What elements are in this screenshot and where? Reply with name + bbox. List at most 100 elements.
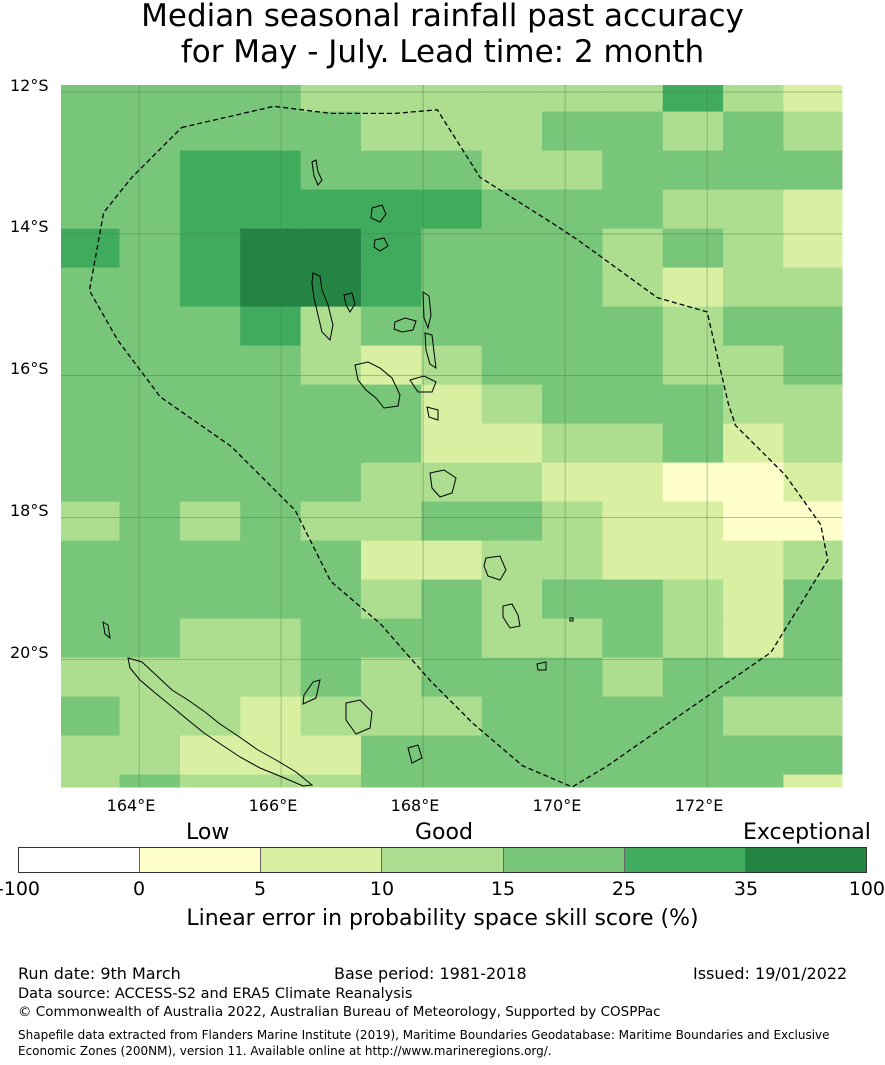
lat-label-18s: 18°S — [10, 501, 49, 520]
skill-cell — [481, 384, 543, 425]
skill-cell — [300, 657, 362, 698]
skill-cell — [240, 306, 302, 347]
skill-grid — [61, 85, 843, 788]
island-new-caledonia — [127, 657, 314, 787]
skill-cell — [179, 423, 241, 464]
skill-cell — [542, 345, 603, 386]
skill-cell — [602, 579, 664, 620]
skill-cell — [602, 306, 664, 347]
skill-cell — [179, 345, 241, 386]
skill-cell — [240, 618, 302, 659]
skill-cell — [602, 501, 664, 542]
island-aneityum — [536, 661, 547, 671]
skill-cell — [421, 267, 483, 308]
skill-cell — [61, 462, 121, 503]
skill-cell — [783, 657, 843, 698]
skill-cell — [300, 774, 362, 788]
colorbar-tick: 25 — [611, 878, 637, 900]
skill-cell — [783, 774, 843, 788]
skill-cell — [723, 384, 784, 425]
skill-cell — [300, 501, 362, 542]
skill-cell — [360, 85, 422, 113]
skill-cell — [723, 306, 784, 347]
skill-cell — [300, 423, 362, 464]
colorbar-segment-3 — [261, 848, 383, 872]
island-ambrym — [409, 375, 437, 393]
skill-cell — [119, 267, 181, 308]
island-gaua — [373, 237, 389, 252]
skill-cell — [783, 189, 843, 230]
skill-cell — [602, 384, 664, 425]
skill-cell — [602, 111, 664, 152]
skill-cell — [421, 85, 483, 113]
skill-cell — [662, 189, 724, 230]
skill-cell — [119, 306, 181, 347]
skill-cell — [783, 111, 843, 152]
skill-cell — [240, 189, 302, 230]
skill-cell — [723, 462, 784, 503]
skill-cell — [542, 657, 603, 698]
skill-cell — [240, 501, 302, 542]
island-ouvea — [302, 679, 321, 705]
skill-cell — [61, 501, 121, 542]
skill-cell — [360, 774, 422, 788]
skill-cell — [421, 462, 483, 503]
colorbar-tick: 15 — [490, 878, 516, 900]
skill-cell — [179, 85, 241, 113]
colorbar-segment-6 — [624, 848, 746, 872]
island-vanua-lava — [370, 204, 387, 223]
skill-cell — [119, 111, 181, 152]
skill-cell — [662, 462, 724, 503]
skill-cell — [662, 85, 724, 113]
skill-cell — [662, 150, 724, 191]
skill-cell — [662, 657, 724, 698]
colorbar-tick: -100 — [0, 878, 40, 900]
skill-cell — [421, 696, 483, 737]
skill-cell — [360, 189, 422, 230]
skill-cell — [481, 735, 543, 776]
legend-category-good: Good — [415, 820, 473, 845]
shapefile-credit-line-2: Economic Zones (200NM), version 11. Avai… — [18, 1044, 552, 1058]
skill-cell — [723, 579, 784, 620]
skill-cell — [240, 423, 302, 464]
skill-cell — [61, 540, 121, 581]
skill-cell — [360, 735, 422, 776]
skill-cell — [602, 618, 664, 659]
colorbar-tick: 10 — [369, 878, 395, 900]
skill-cell — [421, 501, 483, 542]
skill-cell — [542, 735, 603, 776]
skill-cell — [602, 657, 664, 698]
skill-cell — [602, 189, 664, 230]
skill-cell — [61, 111, 121, 152]
island-malo — [343, 292, 356, 313]
skill-cell — [360, 150, 422, 191]
skill-cell — [61, 306, 121, 347]
skill-cell — [360, 111, 422, 152]
skill-cell — [300, 189, 362, 230]
skill-map — [61, 85, 843, 788]
island-efate — [429, 469, 457, 498]
skill-cell — [119, 696, 181, 737]
skill-cell — [179, 501, 241, 542]
skill-cell — [119, 423, 181, 464]
skill-cell — [179, 267, 241, 308]
skill-cell — [602, 423, 664, 464]
skill-cell — [481, 501, 543, 542]
island-espiritu-santo — [311, 272, 334, 342]
lat-label-20s: 20°S — [10, 643, 49, 662]
skill-cell — [723, 85, 784, 113]
skill-cell — [542, 774, 603, 788]
lon-label-164e: 164°E — [106, 796, 156, 815]
skill-cell — [542, 384, 603, 425]
skill-cell — [602, 150, 664, 191]
copyright: © Commonwealth of Australia 2022, Austra… — [18, 1004, 661, 1020]
skill-cell — [179, 189, 241, 230]
skill-cell — [119, 228, 181, 269]
skill-cell — [481, 150, 543, 191]
skill-cell — [662, 579, 724, 620]
skill-cell — [300, 384, 362, 425]
skill-cell — [723, 657, 784, 698]
skill-cell — [723, 618, 784, 659]
skill-cell — [240, 345, 302, 386]
skill-cell — [421, 150, 483, 191]
